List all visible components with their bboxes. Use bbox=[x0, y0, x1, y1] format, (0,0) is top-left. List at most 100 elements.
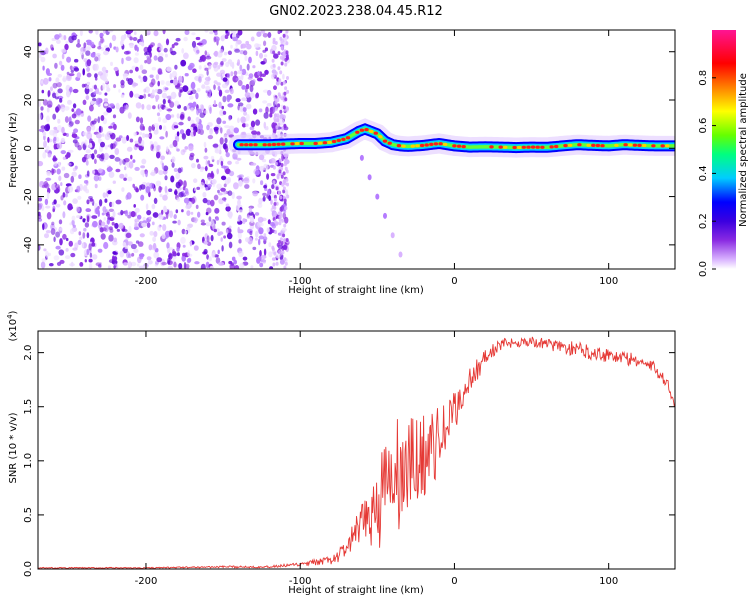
noise-blob bbox=[255, 119, 261, 126]
noise-blob bbox=[256, 31, 262, 37]
noise-blob bbox=[82, 218, 86, 223]
noise-blob bbox=[104, 145, 108, 150]
noise-blob bbox=[45, 177, 52, 181]
noise-blob bbox=[255, 230, 259, 238]
noise-blob bbox=[85, 208, 91, 212]
noise-blob bbox=[133, 131, 138, 137]
signal-hotspot bbox=[396, 144, 402, 148]
noise-blob bbox=[48, 77, 52, 82]
noise-blob bbox=[281, 227, 287, 232]
noise-blob bbox=[252, 79, 256, 84]
noise-blob bbox=[272, 105, 276, 113]
noise-blob bbox=[163, 47, 168, 53]
noise-blob bbox=[222, 110, 227, 115]
noise-blob bbox=[246, 43, 252, 50]
noise-blob bbox=[125, 56, 132, 61]
noise-blob bbox=[213, 228, 217, 233]
noise-blob bbox=[131, 81, 137, 88]
noise-blob bbox=[284, 86, 288, 91]
noise-blob bbox=[178, 121, 184, 126]
noise-blob bbox=[155, 180, 162, 187]
noise-blob bbox=[156, 88, 163, 95]
noise-blob bbox=[148, 132, 153, 140]
noise-blob bbox=[55, 106, 60, 113]
noise-blob bbox=[222, 143, 228, 150]
snr-line bbox=[38, 336, 675, 569]
noise-blob bbox=[133, 204, 136, 208]
noise-blob bbox=[85, 85, 90, 90]
noise-blob bbox=[262, 236, 268, 242]
noise-blob bbox=[262, 33, 268, 38]
signal-hotspot bbox=[424, 143, 429, 147]
snr-frame bbox=[37, 330, 676, 570]
noise-blob bbox=[165, 80, 172, 86]
noise-blob bbox=[180, 113, 185, 119]
noise-blob bbox=[82, 68, 85, 76]
noise-blob bbox=[133, 57, 139, 64]
noise-blob bbox=[173, 78, 178, 86]
noise-blob bbox=[115, 168, 121, 173]
noise-blob bbox=[277, 122, 281, 127]
y-tick-label: 0.0 bbox=[23, 561, 34, 577]
noise-blob bbox=[206, 199, 211, 206]
noise-blob bbox=[146, 57, 152, 65]
noise-blob bbox=[199, 112, 205, 118]
signal-hotspot bbox=[262, 143, 267, 147]
noise-blob bbox=[165, 212, 169, 220]
noise-blob bbox=[274, 113, 278, 118]
noise-blob bbox=[99, 126, 104, 133]
noise-blob bbox=[284, 206, 288, 211]
noise-blob bbox=[95, 207, 100, 215]
noise-blob bbox=[71, 133, 78, 139]
noise-blob bbox=[245, 123, 249, 127]
noise-blob bbox=[156, 151, 161, 159]
noise-blob bbox=[283, 162, 287, 167]
noise-blob bbox=[153, 30, 159, 37]
noise-blob bbox=[126, 192, 132, 200]
noise-blob bbox=[156, 257, 162, 263]
noise-blob bbox=[137, 241, 144, 247]
noise-blob bbox=[151, 203, 156, 210]
noise-blob bbox=[57, 95, 64, 100]
noise-blob bbox=[134, 31, 137, 36]
noise-blob bbox=[254, 237, 258, 241]
noise-blob bbox=[204, 67, 209, 71]
noise-blob bbox=[218, 143, 222, 151]
noise-blob bbox=[127, 241, 133, 246]
noise-blob bbox=[86, 153, 91, 160]
noise-blob bbox=[38, 160, 44, 167]
signal-hotspot bbox=[359, 128, 365, 132]
noise-blob bbox=[124, 173, 128, 178]
signal-hotspot bbox=[429, 142, 434, 146]
x-tick-label: 100 bbox=[599, 276, 618, 287]
noise-blob bbox=[166, 66, 172, 72]
noise-blob bbox=[162, 118, 168, 124]
noise-blob bbox=[282, 233, 286, 238]
noise-blob bbox=[121, 187, 125, 192]
noise-blob bbox=[273, 197, 277, 202]
noise-blob bbox=[46, 115, 50, 123]
noise-blob bbox=[161, 92, 168, 99]
noise-blob bbox=[262, 195, 266, 202]
noise-blob bbox=[245, 83, 250, 90]
noise-blob bbox=[267, 219, 271, 225]
noise-blob bbox=[94, 73, 98, 79]
noise-blob bbox=[60, 48, 67, 53]
noise-blob bbox=[270, 221, 276, 227]
noise-blob bbox=[251, 130, 258, 135]
noise-blob bbox=[103, 30, 106, 34]
noise-blob bbox=[88, 88, 93, 92]
noise-blob bbox=[64, 106, 70, 111]
noise-blob bbox=[62, 233, 67, 240]
noise-blob bbox=[176, 252, 180, 257]
noise-blob bbox=[108, 171, 115, 178]
noise-blob bbox=[91, 153, 95, 160]
noise-blob bbox=[74, 242, 79, 249]
noise-blob bbox=[113, 84, 117, 89]
signal-hotspot bbox=[600, 144, 605, 148]
noise-blob bbox=[227, 72, 231, 79]
noise-blob bbox=[120, 209, 124, 216]
noise-blob bbox=[67, 149, 74, 153]
signal-hotspot bbox=[517, 145, 522, 150]
noise-blob bbox=[274, 230, 277, 234]
